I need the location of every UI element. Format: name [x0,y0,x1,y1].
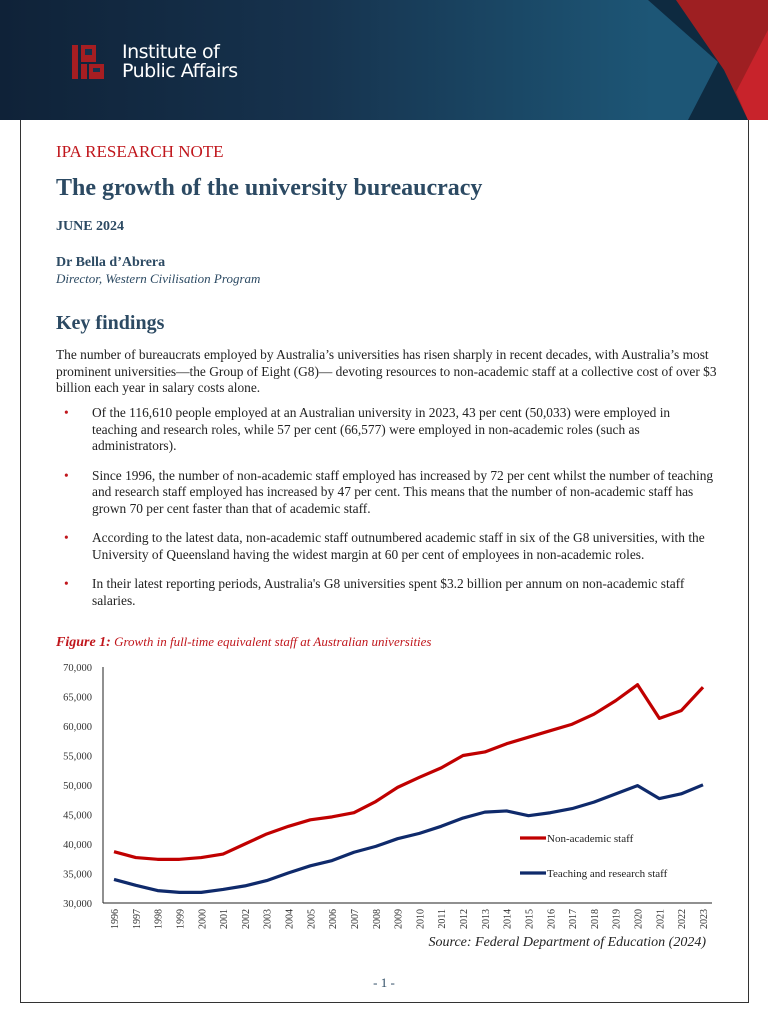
x-tick-label: 2021 [655,909,666,929]
ipa-logo: Institute of Public Affairs [72,43,238,81]
x-tick-label: 2002 [241,909,252,929]
page-title: The growth of the university bureaucracy [56,175,483,201]
y-tick-label: 40,000 [63,840,92,851]
series-line-teaching-research [113,783,704,894]
y-tick-label: 60,000 [63,722,92,733]
x-tick-label: 2006 [328,909,339,929]
x-tick-label: 2004 [285,909,296,929]
key-findings-heading: Key findings [56,312,165,334]
x-tick-label: 2016 [546,909,557,929]
y-tick-label: 30,000 [63,899,92,910]
x-tick-label: 2000 [197,909,208,929]
x-tick-label: 2011 [437,909,448,929]
y-tick-label: 65,000 [63,693,92,704]
finding-item: • Of the 116,610 people employed at an Au… [56,405,718,455]
header-chevron-graphic [648,0,768,120]
finding-item: • Since 1996, the number of non-academic … [56,468,718,518]
bullet-icon: • [64,576,69,591]
bullet-icon: • [64,467,69,483]
author-role: Director, Western Civilisation Program [56,271,261,286]
finding-item: • In their latest reporting periods, Aust… [56,576,718,609]
x-tick-label: 2012 [459,909,470,929]
x-tick-label: 2014 [503,909,514,929]
finding-text: According to the latest data, non-academ… [92,530,705,562]
org-name-line1: Institute of [122,41,220,63]
staff-growth-chart: 30,000 35,000 40,000 45,000 50,000 55,000 60,0… [63,663,712,929]
x-tick-label: 2020 [634,909,645,929]
page-number: - 1 - [373,975,395,990]
header-banner: Institute of Public Affairs [0,0,768,120]
x-tick-label: 1999 [175,909,186,929]
x-tick-label: 2017 [568,909,579,929]
y-tick-label: 70,000 [63,663,92,674]
y-tick-label: 45,000 [63,811,92,822]
x-tick-label: 2005 [306,909,317,929]
x-tick-label: 2007 [350,909,361,929]
y-tick-label: 50,000 [63,781,92,792]
x-tick-label: 2019 [612,909,623,929]
x-tick-label: 1996 [110,909,121,929]
legend-label: Non-academic staff [547,833,634,845]
bullet-icon: • [64,530,69,545]
legend-label: Teaching and research staff [547,868,668,880]
x-tick-label: 2013 [481,909,492,929]
page-frame [20,120,749,1003]
doc-date: JUNE 2024 [56,219,125,234]
figure-caption-text: Growth in full-time equivalent staff at … [114,634,432,649]
x-tick-label: 2023 [699,909,710,929]
figure-caption: Figure 1: Growth in full-time equivalent… [56,634,432,651]
x-tick-label: 2022 [677,909,688,929]
x-tick-label: 2008 [372,909,383,929]
x-tick-label: 2001 [219,909,230,929]
bullet-icon: • [64,405,69,420]
finding-item: • According to the latest data, non-acade… [56,530,718,563]
x-tick-label: 2003 [263,909,274,929]
org-name-line2: Public Affairs [122,60,238,82]
findings-list: • Of the 116,610 people employed at an Au… [56,405,718,622]
finding-text: Of the 116,610 people employed at an Aus… [92,405,671,453]
y-tick-label: 55,000 [63,752,92,763]
author-name: Dr Bella d’Abrera [56,255,166,270]
doc-kicker: IPA RESEARCH NOTE [56,142,224,161]
y-tick-label: 35,000 [63,870,92,881]
finding-text: Since 1996, the number of non-academic s… [92,467,714,516]
finding-text: In their latest reporting periods, Austr… [92,576,685,608]
ipa-logo-mark [72,45,104,79]
figure-source: Source: Federal Department of Education … [428,935,706,950]
x-tick-label: 1998 [154,909,165,929]
series-line-non-academic [113,683,705,861]
x-tick-label: 2018 [590,909,601,929]
x-tick-label: 2009 [394,909,405,929]
x-tick-label: 2010 [415,909,426,929]
figure-label: Figure 1: [56,635,111,650]
intro-paragraph: The number of bureaucrats employed by Au… [56,347,717,395]
x-tick-label: 1997 [132,909,143,929]
x-tick-label: 2015 [524,909,535,929]
